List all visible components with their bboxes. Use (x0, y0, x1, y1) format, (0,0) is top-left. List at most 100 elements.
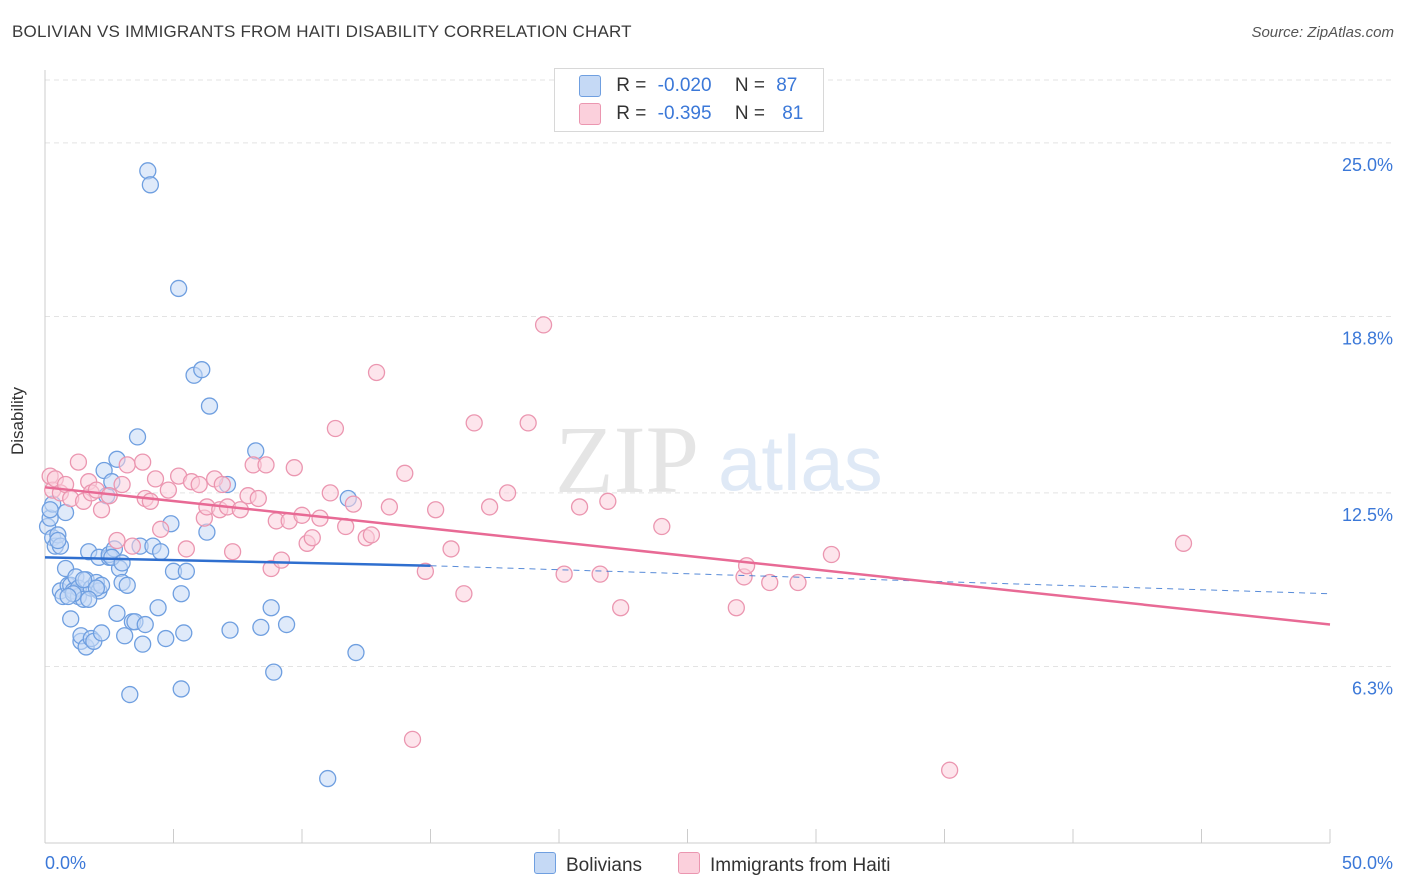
bolivian-point (252, 618, 270, 636)
chart-title: BOLIVIAN VS IMMIGRANTS FROM HAITI DISABI… (12, 22, 632, 41)
bolivian-point (193, 361, 211, 379)
legend-n-value: 81 (782, 103, 804, 125)
bolivian-trend-line (44, 556, 431, 567)
legend-row-bolivians: R = -0.020 N = 87 (579, 75, 797, 99)
haiti-point (822, 545, 841, 564)
haiti-point (321, 484, 339, 502)
bolivian-point (149, 599, 167, 617)
gridlines (45, 79, 1392, 668)
haiti-point (1174, 534, 1193, 552)
bolivian-point (128, 428, 147, 446)
haiti-point (570, 498, 589, 516)
source-label: Source: ZipAtlas.com (1251, 24, 1394, 41)
haiti-point (108, 531, 126, 550)
haiti-point (727, 599, 745, 617)
bolivian-point (74, 571, 93, 589)
haiti-point (272, 551, 291, 569)
haiti-point (69, 453, 88, 471)
bolivian-point (169, 279, 188, 298)
haiti-point (455, 585, 473, 603)
series-legend: Bolivians Immigrants from Haiti (0, 852, 1406, 878)
haiti-point (380, 498, 399, 516)
haiti-point (591, 565, 609, 583)
correlation-legend: R = -0.020 N = 87 R = -0.395 N = 81 (554, 68, 824, 132)
bolivian-point (347, 643, 365, 662)
haiti-point (141, 492, 160, 510)
bolivian-point (247, 442, 265, 460)
bolivian-point (200, 397, 219, 415)
watermark-zip: ZIP (555, 406, 699, 513)
haiti-point (442, 540, 460, 558)
haiti-point (940, 761, 959, 779)
bolivian-point (139, 162, 157, 180)
haiti-point (396, 464, 414, 482)
bolivian-point (172, 585, 190, 603)
haiti-point (599, 492, 617, 510)
legend-swatch-pink (579, 103, 601, 125)
haiti-point (223, 543, 242, 561)
bolivian-point (41, 501, 59, 519)
legend-swatch-blue (579, 75, 601, 97)
bolivian-point (319, 769, 337, 788)
legend-n-label: N = (734, 103, 765, 125)
y-tick-label: 25.0% (1342, 155, 1393, 175)
legend-r-value: -0.020 (657, 75, 712, 97)
haiti-point (123, 537, 142, 555)
bolivian-point (49, 531, 67, 550)
haiti-point (213, 475, 231, 494)
haiti-point (416, 562, 435, 580)
haiti-point (177, 540, 196, 558)
haiti-point (303, 529, 321, 547)
legend-r-value: -0.395 (657, 103, 712, 125)
legend-r-label: R = (616, 75, 647, 97)
bolivian-point (198, 523, 216, 541)
bolivian-point (113, 554, 131, 572)
haiti-point (465, 414, 483, 432)
bolivian-point (134, 635, 152, 653)
haiti-point (285, 459, 303, 477)
bolivian-point (175, 624, 193, 642)
bolivian-point (177, 562, 196, 580)
bolivian-trend-extension (430, 565, 1331, 595)
legend-swatch-blue (534, 852, 556, 874)
haiti-point (367, 363, 386, 382)
y-tick-label: 6.3% (1352, 679, 1393, 699)
haiti-point (555, 565, 573, 583)
bolivian-point (92, 624, 111, 642)
bolivian-point (141, 176, 160, 194)
bolivian-point (221, 621, 239, 639)
bolivian-point (118, 576, 136, 594)
haiti-point (190, 475, 208, 494)
watermark: ZIP atlas (555, 406, 883, 513)
bolivian-point (80, 590, 98, 608)
haiti-point (118, 456, 136, 474)
haiti-point (612, 599, 630, 617)
bolivian-point (277, 615, 296, 634)
y-tick-label: 12.5% (1342, 505, 1393, 525)
legend-item-haiti: Immigrants from Haiti (678, 852, 891, 877)
bolivian-point (151, 543, 170, 561)
legend-r-label: R = (616, 103, 647, 125)
haiti-point (789, 573, 807, 592)
bolivian-point (62, 610, 80, 628)
haiti-point (653, 517, 671, 536)
axes (44, 70, 1331, 844)
legend-item-bolivians: Bolivians (534, 852, 642, 877)
bolivian-point (262, 599, 280, 617)
haiti-point (146, 470, 165, 488)
haiti-point (159, 481, 178, 499)
haiti-point (257, 456, 275, 474)
haiti-point (403, 730, 422, 749)
trend-lines (44, 486, 1331, 626)
haiti-point (362, 526, 381, 544)
haiti-point (534, 316, 553, 334)
bolivian-point (136, 615, 154, 634)
haiti-point (761, 573, 779, 592)
legend-swatch-pink (678, 852, 700, 874)
legend-label-bolivians: Bolivians (566, 855, 643, 876)
haiti-point (480, 498, 499, 516)
haiti-point (134, 453, 152, 471)
haiti-point (249, 489, 267, 508)
legend-n-value: 87 (776, 75, 798, 97)
tick-labels: 6.3% 12.5% 18.8% 25.0% 0.0% 50.0% (45, 155, 1393, 873)
